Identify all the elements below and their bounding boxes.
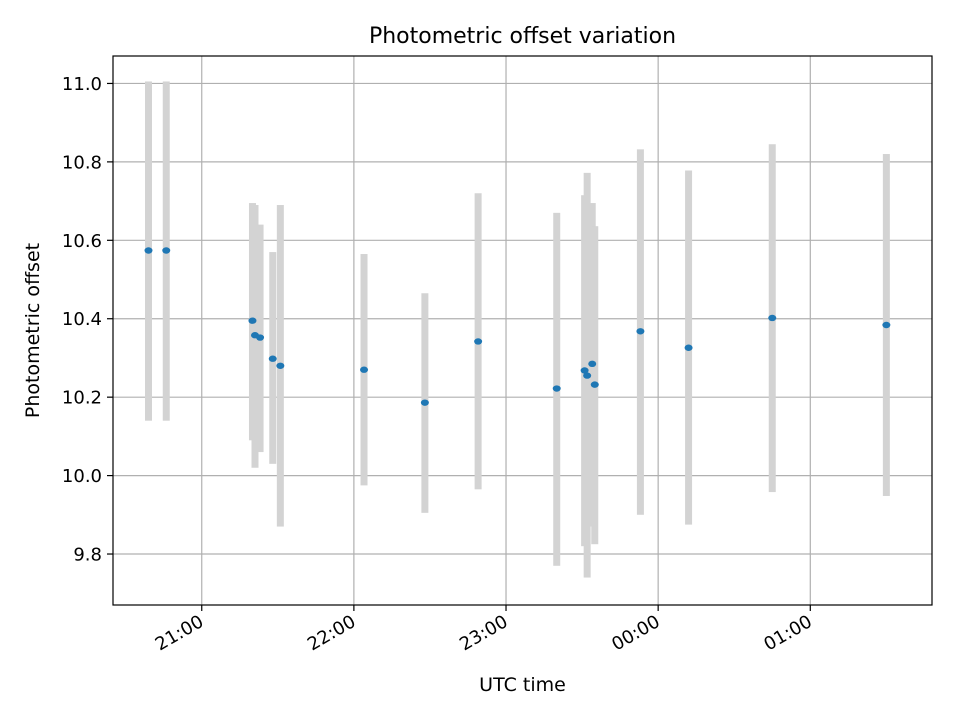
y-tick-label: 10.2 (62, 388, 102, 409)
data-point (268, 355, 277, 362)
data-point (768, 314, 777, 322)
data-point (684, 344, 693, 351)
data-point (583, 372, 592, 379)
data-point (580, 367, 589, 374)
y-tick-label: 10.4 (62, 309, 102, 330)
data-point (474, 338, 483, 345)
data-point (256, 334, 265, 341)
y-tick-label: 10.6 (62, 231, 102, 252)
x-axis-label: UTC time (479, 674, 566, 696)
y-tick-label: 9.8 (73, 545, 102, 566)
data-point (248, 317, 257, 324)
data-point (588, 360, 597, 368)
y-axis-label: Photometric offset (22, 243, 44, 418)
chart-title: Photometric offset variation (369, 24, 676, 49)
data-point (360, 366, 369, 373)
y-tick-label: 11.0 (62, 74, 102, 95)
data-point (552, 385, 561, 392)
data-point (162, 247, 171, 254)
y-tick-label: 10.0 (62, 466, 102, 487)
data-point (636, 328, 645, 335)
data-point (144, 247, 153, 254)
plot-frame (112, 55, 933, 606)
data-point (590, 381, 599, 388)
data-point (276, 362, 285, 369)
y-tick-label: 10.8 (62, 152, 102, 173)
data-point-layer (144, 247, 891, 406)
data-point (420, 399, 429, 406)
data-point (882, 321, 891, 329)
